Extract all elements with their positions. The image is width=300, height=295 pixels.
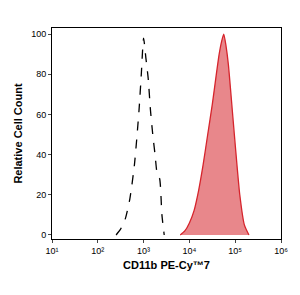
svg-text:10⁵: 10⁵ — [228, 246, 242, 256]
svg-text:10⁴: 10⁴ — [182, 246, 196, 256]
svg-text:CD11b PE-Cy™7: CD11b PE-Cy™7 — [123, 259, 210, 271]
svg-text:Relative Cell Count: Relative Cell Count — [12, 83, 24, 184]
svg-text:40: 40 — [36, 150, 46, 160]
svg-text:100: 100 — [31, 29, 46, 39]
svg-text:10⁶: 10⁶ — [274, 246, 288, 256]
svg-text:60: 60 — [36, 110, 46, 120]
svg-text:80: 80 — [36, 69, 46, 79]
svg-text:10³: 10³ — [137, 246, 150, 256]
svg-text:0: 0 — [41, 230, 46, 240]
svg-text:10¹: 10¹ — [45, 246, 58, 256]
svg-text:10²: 10² — [91, 246, 104, 256]
svg-text:20: 20 — [36, 190, 46, 200]
